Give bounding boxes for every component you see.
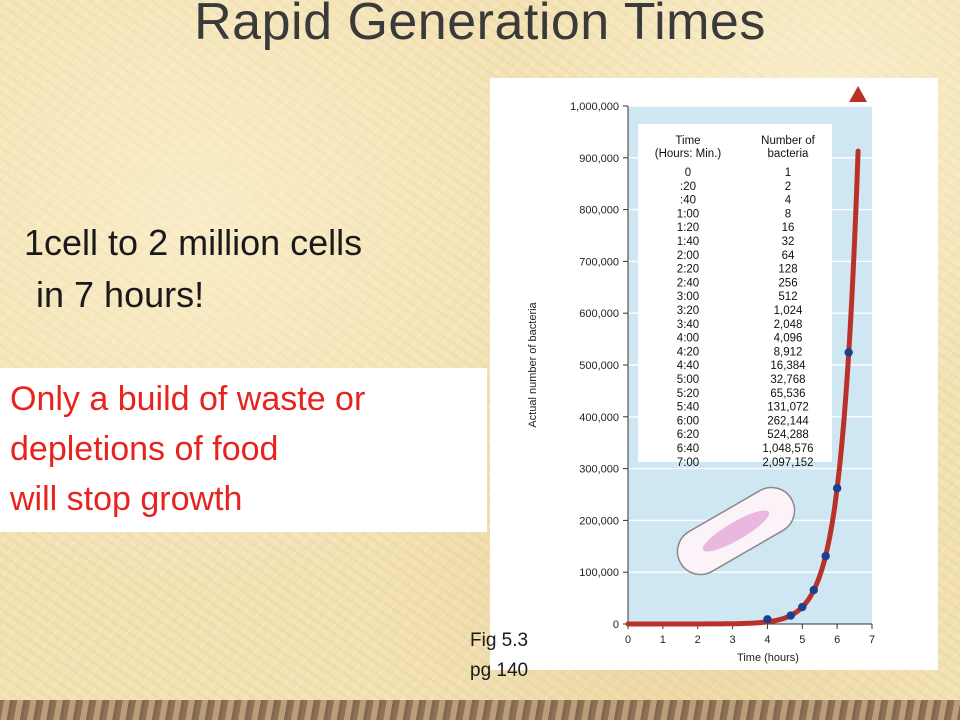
table-cell-count: 16: [782, 222, 795, 234]
table-cell-count: 65,536: [770, 388, 805, 400]
table-cell-count: 8,912: [774, 346, 803, 358]
table-header-count-unit: bacteria: [768, 148, 810, 160]
data-point: [763, 615, 772, 624]
table-cell-time: 1:40: [677, 236, 699, 248]
table-cell-count: 131,072: [767, 402, 809, 414]
y-tick-label: 0: [613, 619, 619, 631]
y-tick-label: 600,000: [579, 308, 619, 320]
table-cell-time: 6:40: [677, 443, 699, 455]
table-cell-count: 64: [782, 250, 795, 262]
x-tick-label: 1: [660, 634, 666, 646]
table-cell-count: 512: [778, 291, 797, 303]
data-point: [809, 585, 818, 595]
table-cell-count: 2: [785, 181, 791, 193]
table-cell-time: 1:20: [677, 222, 699, 234]
table-cell-count: 256: [778, 277, 797, 289]
growth-curve: [625, 148, 861, 627]
table-cell-count: 2,097,152: [762, 457, 813, 469]
table-cell-time: 5:40: [677, 402, 699, 414]
table-cell-count: 524,288: [767, 429, 809, 441]
table-cell-count: 32: [782, 236, 795, 248]
chart-panel: 0 100,000 200,000 300,000 400,000 500,000 600,…: [490, 78, 938, 670]
headline-line-2: in 7 hours!: [36, 274, 205, 315]
table-cell-count: 1,048,576: [762, 443, 813, 455]
table-cell-time: 3:40: [677, 319, 699, 331]
y-tick-label: 200,000: [579, 515, 619, 527]
data-point: [844, 348, 853, 357]
x-tick-label: 4: [764, 634, 770, 646]
table-header-time-unit: (Hours: Min.): [655, 148, 722, 160]
table-cell-time: 4:20: [677, 346, 699, 358]
note-line-3: will stop growth: [10, 480, 243, 518]
table-header-time: Time: [675, 135, 700, 147]
x-tick-label: 5: [799, 634, 805, 646]
table-cell-time: 4:40: [677, 360, 699, 372]
table-header-count: Number of: [761, 135, 815, 147]
y-tick-label: 400,000: [579, 412, 619, 424]
table-cell-time: 6:00: [677, 415, 699, 427]
data-point: [821, 551, 830, 561]
x-tick-label: 0: [625, 634, 631, 646]
table-cell-time: 2:20: [677, 264, 699, 276]
table-cell-time: 2:00: [677, 250, 699, 262]
y-tick-label: 900,000: [579, 153, 619, 165]
table-cell-time: :20: [680, 181, 696, 193]
slide-title: Rapid Generation Times: [194, 0, 766, 51]
table-cell-time: 0: [685, 167, 691, 179]
table-cell-time: 7:00: [677, 457, 699, 469]
y-tick-label: 500,000: [579, 360, 619, 372]
note-line-2: depletions of food: [10, 430, 279, 468]
table-cell-time: 5:20: [677, 388, 699, 400]
figure-caption: Fig 5.3: [470, 630, 529, 651]
data-table-background: [638, 124, 832, 462]
table-cell-count: 262,144: [767, 415, 809, 427]
growth-chart: 0 100,000 200,000 300,000 400,000 500,000 600,…: [527, 86, 875, 664]
data-point: [798, 602, 807, 612]
table-cell-count: 8: [785, 208, 791, 220]
y-tick-label: 800,000: [579, 205, 619, 217]
table-cell-time: 1:00: [677, 208, 699, 220]
note-line-1: Only a build of waste or: [10, 380, 366, 418]
x-tick-label: 6: [834, 634, 840, 646]
table-cell-count: 32,768: [770, 374, 805, 386]
y-tick-label: 100,000: [579, 567, 619, 579]
table-cell-time: 3:20: [677, 305, 699, 317]
table-cell-time: 3:00: [677, 291, 699, 303]
table-cell-time: 2:40: [677, 277, 699, 289]
page-caption: pg 140: [470, 660, 529, 681]
note-box: Only a build of waste or depletions of f…: [0, 368, 487, 532]
y-tick-label: 700,000: [579, 256, 619, 268]
table-cell-count: 4: [785, 195, 792, 207]
curve-arrowhead: [849, 86, 868, 102]
decorative-bottom-strip: [0, 700, 960, 720]
y-axis-title: Actual number of bacteria: [527, 301, 539, 427]
table-cell-time: 5:00: [677, 374, 699, 386]
bacterium-nucleoid: [702, 510, 770, 552]
table-cell-time: 6:20: [677, 429, 699, 441]
table-cell-count: 1,024: [774, 305, 803, 317]
table-cell-count: 1: [785, 167, 791, 179]
table-cell-count: 16,384: [770, 360, 806, 372]
table-cell-time: 4:00: [677, 333, 699, 345]
data-point: [832, 484, 842, 493]
table-cell-count: 2,048: [774, 319, 803, 331]
table-cell-time: :40: [680, 195, 696, 207]
table-cell-count: 128: [778, 264, 797, 276]
y-tick-label: 300,000: [579, 464, 619, 476]
x-tick-label: 2: [695, 634, 701, 646]
data-point: [786, 611, 795, 620]
table-cell-count: 4,096: [774, 333, 803, 345]
headline-line-1: 1cell to 2 million cells: [24, 222, 363, 263]
x-axis-title: Time (hours): [737, 652, 799, 664]
x-tick-label: 7: [869, 634, 875, 646]
x-tick-label: 3: [730, 634, 736, 646]
y-tick-label: 1,000,000: [570, 101, 619, 113]
